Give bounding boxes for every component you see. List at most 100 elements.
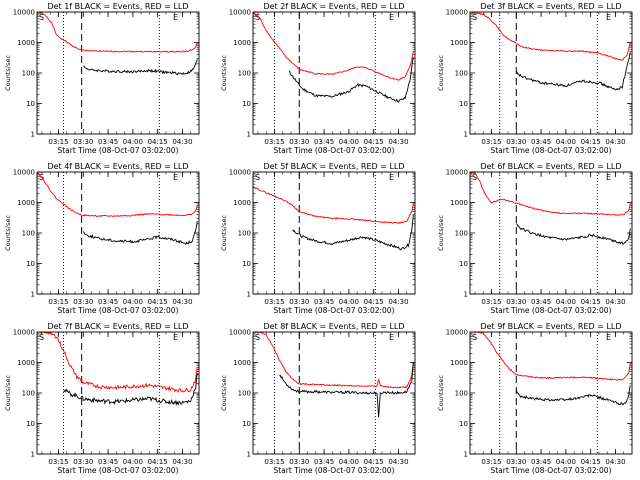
x-tick-label: 04:15	[148, 458, 168, 466]
y-tick-label: 1000	[17, 39, 35, 47]
plot-frame	[469, 11, 633, 135]
end-corner-label: E	[389, 13, 394, 22]
y-tick-label: 10	[459, 420, 468, 428]
x-tick-label: 03:30	[506, 298, 526, 306]
y-tick-label: 10	[26, 260, 35, 268]
y-tick-label: 1	[464, 291, 468, 299]
x-axis-label: Start Time (08-Oct-07 03:02:00)	[273, 466, 394, 475]
panel-title: Det 9f BLACK = Events, RED = LLD	[480, 322, 621, 331]
y-tick-label: 100	[22, 390, 35, 398]
x-axis-label: Start Time (08-Oct-07 03:02:00)	[490, 466, 611, 475]
x-tick-label: 03:30	[289, 298, 309, 306]
y-tick-label: 1	[31, 451, 35, 459]
plot-series-group	[37, 172, 198, 245]
x-tick-label: 03:45	[98, 458, 118, 466]
x-tick-label: 04:00	[339, 138, 359, 146]
x-tick-label: 04:30	[388, 138, 408, 146]
x-tick-label: 04:00	[123, 298, 143, 306]
lld-series-line	[37, 12, 198, 53]
y-tick-label: 100	[22, 230, 35, 238]
y-tick-label: 10	[26, 100, 35, 108]
x-tick-label: 03:15	[48, 138, 68, 146]
events-series-line	[279, 362, 414, 418]
plot-series-group	[470, 332, 631, 406]
y-tick-label: 10	[242, 260, 251, 268]
plot-series-group	[253, 186, 414, 251]
events-series-line	[516, 223, 631, 245]
y-axis-label: Counts/sec	[437, 375, 445, 411]
panel-det-4f: Det 4f BLACK = Events, RED = LLD 1 10 100 10…	[4, 162, 200, 315]
panel-title: Det 3f BLACK = Events, RED = LLD	[480, 2, 621, 11]
panel-title: Det 1f BLACK = Events, RED = LLD	[47, 2, 188, 11]
lld-series-line	[470, 332, 631, 381]
end-corner-label: E	[606, 173, 611, 182]
plot-series-group	[37, 12, 198, 76]
y-tick-label: 1000	[233, 199, 251, 207]
start-corner-label: S	[472, 13, 477, 22]
panel-det-5f: Det 5f BLACK = Events, RED = LLD 1 10 100 10…	[220, 162, 416, 315]
x-tick-label: 03:30	[73, 138, 93, 146]
y-tick-label: 1	[247, 291, 251, 299]
x-axis-label: Start Time (08-Oct-07 03:02:00)	[273, 306, 394, 315]
y-tick-label: 10	[26, 420, 35, 428]
end-corner-label: E	[389, 173, 394, 182]
events-series-line	[515, 51, 631, 91]
x-tick-label: 03:15	[264, 138, 284, 146]
plot-series-group	[253, 332, 414, 418]
y-tick-label: 10	[459, 260, 468, 268]
y-tick-label: 1000	[450, 39, 468, 47]
x-tick-label: 04:15	[364, 458, 384, 466]
x-tick-label: 04:30	[388, 458, 408, 466]
x-tick-label: 03:15	[481, 458, 501, 466]
x-tick-label: 04:00	[556, 458, 576, 466]
x-axis-label: Start Time (08-Oct-07 03:02:00)	[490, 306, 611, 315]
x-tick-label: 04:00	[339, 298, 359, 306]
x-tick-label: 03:45	[531, 298, 551, 306]
events-series-line	[515, 385, 631, 406]
panel-title: Det 4f BLACK = Events, RED = LLD	[47, 162, 188, 171]
events-series-line	[292, 214, 414, 251]
y-tick-label: 1	[464, 451, 468, 459]
lld-series-line	[470, 172, 631, 216]
x-tick-label: 03:30	[506, 138, 526, 146]
x-tick-label: 04:00	[556, 298, 576, 306]
x-tick-label: 03:45	[98, 298, 118, 306]
y-tick-label: 1000	[450, 359, 468, 367]
x-tick-label: 03:15	[481, 138, 501, 146]
panel-title: Det 5f BLACK = Events, RED = LLD	[263, 162, 404, 171]
panel-det-8f: Det 8f BLACK = Events, RED = LLD 1 10 100 10…	[220, 322, 416, 475]
x-tick-label: 04:30	[605, 298, 625, 306]
y-tick-label: 10000	[229, 169, 251, 177]
x-tick-label: 03:30	[73, 298, 93, 306]
x-tick-label: 04:15	[148, 298, 168, 306]
y-axis-label: Counts/sec	[4, 375, 12, 411]
plot-frame	[469, 171, 633, 295]
y-tick-label: 10000	[13, 329, 35, 337]
y-tick-label: 100	[22, 70, 35, 78]
x-tick-label: 04:30	[605, 458, 625, 466]
start-corner-label: S	[255, 13, 260, 22]
x-tick-label: 04:00	[123, 458, 143, 466]
x-axis-label: Start Time (08-Oct-07 03:02:00)	[57, 146, 178, 155]
y-tick-label: 10000	[13, 9, 35, 17]
x-tick-label: 03:45	[98, 138, 118, 146]
lld-series-line	[253, 332, 414, 389]
plot-series-group	[39, 332, 198, 406]
plot-series-group	[470, 12, 631, 91]
x-tick-label: 03:45	[531, 138, 551, 146]
panel-title: Det 2f BLACK = Events, RED = LLD	[263, 2, 404, 11]
y-axis-label: Counts/sec	[437, 55, 445, 91]
x-tick-label: 04:00	[556, 138, 576, 146]
y-tick-label: 100	[455, 70, 468, 78]
x-tick-label: 03:30	[289, 138, 309, 146]
x-tick-label: 04:00	[339, 458, 359, 466]
x-tick-label: 03:30	[289, 458, 309, 466]
y-tick-label: 10000	[229, 9, 251, 17]
lld-series-line	[39, 332, 198, 393]
x-tick-label: 03:15	[48, 298, 68, 306]
plot-frame	[36, 331, 200, 455]
y-tick-label: 10000	[446, 329, 468, 337]
panel-det-7f: Det 7f BLACK = Events, RED = LLD 1 10 100 10…	[4, 322, 200, 475]
x-tick-label: 03:30	[73, 458, 93, 466]
